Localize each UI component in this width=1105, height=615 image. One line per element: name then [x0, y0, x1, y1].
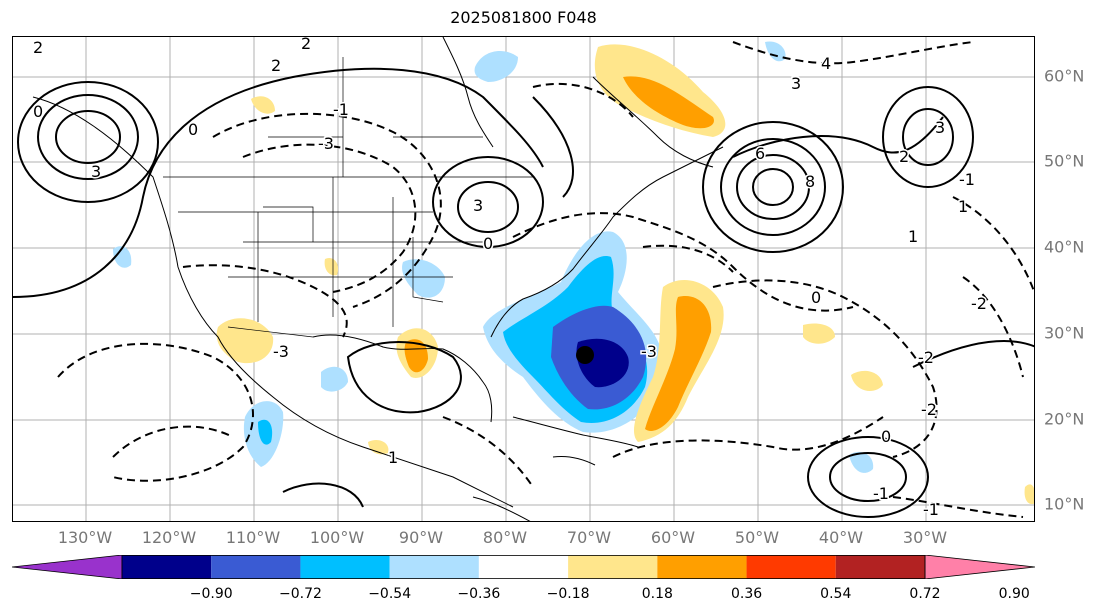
graticule	[13, 37, 1034, 521]
storm-center-marker	[576, 346, 594, 364]
shaded-anomaly-fields	[113, 41, 1034, 504]
contour-label: -3	[318, 134, 334, 153]
contour-label: 3	[473, 196, 483, 215]
lon-label: 130°W	[57, 528, 113, 547]
contour-label: 3	[935, 118, 945, 137]
contour-label: -2	[971, 294, 987, 313]
positive-anomaly-region	[645, 296, 712, 431]
positive-anomaly-region	[404, 339, 428, 373]
colorbar-cell	[657, 555, 747, 579]
colorbar-tick-label: 0.54	[820, 586, 852, 602]
contour-label: -1	[333, 100, 349, 119]
positive-anomaly-region	[216, 318, 274, 364]
colorbar-tick-label: −0.54	[368, 586, 412, 602]
colorbar-tick-label: 0.90	[998, 586, 1030, 602]
positive-anomaly-region	[1024, 484, 1034, 504]
lon-label: 80°W	[482, 528, 528, 547]
map-panel: 2 2 2 3 3 6 8 4 3 3 2 1 1 1 0 0 0 0 0 -3 -3 -2 -2 -3 -1 -1 -1 -2 -1	[12, 36, 1035, 522]
contour-label: 2	[301, 37, 311, 53]
lat-label: 10°N	[1044, 494, 1085, 514]
negative-anomaly-region	[113, 246, 132, 268]
lon-label: 30°W	[902, 528, 948, 547]
contour-label: -1	[959, 170, 975, 189]
lon-label: 120°W	[141, 528, 197, 547]
contour-label: 2	[33, 38, 43, 57]
colorbar-tick-label: 0.18	[641, 586, 673, 602]
negative-anomaly-region	[258, 419, 273, 445]
contour-label: 1	[908, 227, 918, 246]
positive-anomaly-region	[803, 323, 835, 344]
contour-label: 8	[805, 172, 815, 191]
contour-label: 4	[821, 54, 831, 73]
colorbar-cell	[478, 555, 569, 579]
negative-contours	[57, 41, 1034, 518]
contour-label: 0	[33, 102, 43, 121]
colorbar-cell	[835, 555, 925, 579]
colorbar-cell	[746, 555, 836, 579]
contour-label: -1	[923, 500, 939, 519]
lat-label: 30°N	[1044, 323, 1085, 343]
contour-labels: 2 2 2 3 3 6 8 4 3 3 2 1 1 1 0 0 0 0 0 -3 -3 -2 -2 -3 -1 -1 -1 -2 -1	[32, 37, 989, 521]
coastlines	[32, 37, 724, 521]
negative-anomaly-region	[321, 366, 348, 392]
map-title: 2025081800 F048	[450, 8, 597, 27]
contour-label: 1	[958, 197, 968, 216]
political-boundaries	[163, 57, 533, 338]
colorbar-tick-label: −0.90	[189, 586, 233, 602]
lon-label: 40°W	[818, 528, 864, 547]
lon-label: 110°W	[225, 528, 281, 547]
contour-label: 0	[811, 288, 821, 307]
lat-label: 60°N	[1044, 66, 1085, 86]
lon-label: 90°W	[398, 528, 444, 547]
colorbar-extend-high	[924, 555, 1035, 579]
contour-label: 6	[755, 144, 765, 163]
contour-label: 0	[483, 234, 493, 253]
contour-label: 1	[388, 448, 398, 467]
positive-contours	[13, 67, 1034, 518]
negative-anomaly-region	[849, 451, 874, 473]
negative-anomaly-region	[474, 51, 518, 82]
lon-label: 70°W	[566, 528, 612, 547]
colorbar	[12, 555, 1035, 579]
negative-anomaly-region	[402, 259, 445, 298]
contour-label: 2	[271, 56, 281, 75]
lat-label: 50°N	[1044, 151, 1085, 171]
colorbar-tick-label: 0.72	[909, 586, 941, 602]
contour-label: 0	[188, 120, 198, 139]
contour-label: -3	[273, 342, 289, 361]
contour-label: -2	[921, 400, 937, 419]
lon-label: 100°W	[309, 528, 365, 547]
colorbar-outline	[121, 555, 926, 579]
contour-label: 3	[791, 74, 801, 93]
colorbar-cell	[568, 555, 658, 579]
colorbar-tick-label: −0.72	[278, 586, 322, 602]
positive-anomaly-region	[251, 96, 275, 114]
negative-anomaly-region	[765, 41, 786, 62]
lat-label: 40°N	[1044, 237, 1085, 257]
colorbar-cell	[389, 555, 479, 579]
contour-label: -3	[641, 342, 657, 361]
contour-label: 3	[91, 162, 101, 181]
map-canvas: 2 2 2 3 3 6 8 4 3 3 2 1 1 1 0 0 0 0 0 -3 -3 -2 -2 -3 -1 -1 -1 -2 -1	[13, 37, 1034, 521]
contour-label: 0	[881, 427, 891, 446]
lon-label: 60°W	[650, 528, 696, 547]
contour-label: -1	[873, 484, 889, 503]
colorbar-cell	[300, 555, 390, 579]
colorbar-cell	[211, 555, 301, 579]
colorbar-extend-low	[12, 555, 123, 579]
contour-label: -2	[918, 348, 934, 367]
colorbar-tick-label: 0.36	[730, 586, 763, 602]
lon-label: 50°W	[734, 528, 780, 547]
colorbar-tick-label: −0.18	[546, 586, 590, 602]
positive-anomaly-region	[623, 76, 714, 129]
positive-anomaly-region	[851, 370, 883, 391]
contour-label: 2	[899, 147, 909, 166]
colorbar-cell	[122, 555, 212, 579]
positive-anomaly-region	[324, 257, 339, 276]
colorbar-tick-label: −0.36	[457, 586, 501, 602]
lat-label: 20°N	[1044, 409, 1085, 429]
